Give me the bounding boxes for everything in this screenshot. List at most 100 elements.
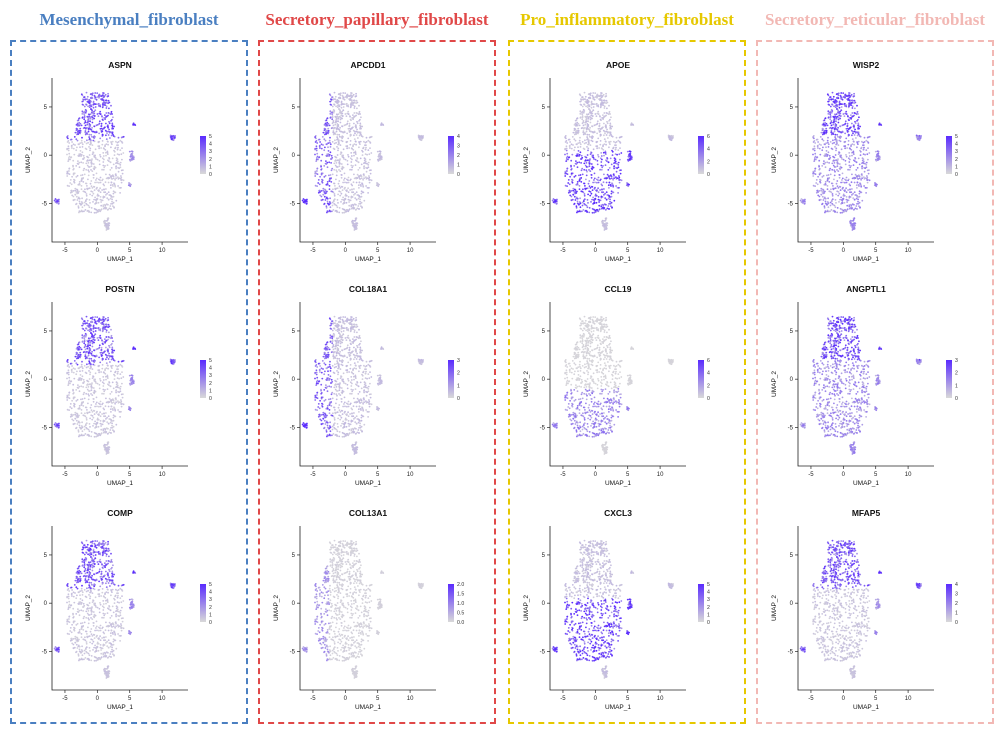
cell-point <box>87 329 89 332</box>
cell-point <box>74 193 77 196</box>
cell-point <box>54 646 57 648</box>
gene-title: COMP <box>107 508 133 518</box>
cell-point <box>112 358 114 360</box>
cell-point <box>129 384 132 386</box>
cell-point <box>86 155 88 158</box>
y-axis-label: UMAP_2 <box>25 147 32 173</box>
cell-point <box>90 576 93 579</box>
cell-point <box>339 153 342 155</box>
cell-point <box>88 113 91 116</box>
cell-point <box>328 188 331 191</box>
cell-point <box>339 411 342 413</box>
cell-point <box>96 561 99 563</box>
cell-point <box>354 416 356 419</box>
cell-point <box>67 597 70 600</box>
cell-point <box>348 201 350 203</box>
cell-point <box>96 540 99 542</box>
cell-point <box>86 139 88 142</box>
cell-point <box>72 159 75 162</box>
cell-point <box>346 336 349 339</box>
cell-point <box>95 625 98 628</box>
cell-point <box>105 358 107 361</box>
cell-point <box>329 151 332 154</box>
cell-point <box>131 380 134 383</box>
cell-point <box>96 209 99 212</box>
cell-point <box>128 374 131 377</box>
color-bar-tick-label: 5 <box>209 582 212 588</box>
cell-point <box>113 631 116 633</box>
cell-point <box>70 586 73 589</box>
cell-point <box>80 385 83 388</box>
cell-point <box>108 384 110 386</box>
cell-point <box>115 364 117 367</box>
cell-point <box>340 176 343 179</box>
cell-point <box>80 124 83 127</box>
cell-point <box>95 620 98 623</box>
cell-point <box>346 317 349 320</box>
x-tick-label: 0 <box>96 248 100 254</box>
cell-point <box>83 201 86 204</box>
cell-point <box>336 127 339 130</box>
cell-point <box>107 92 109 95</box>
gene-title: ASPN <box>108 60 132 70</box>
cell-point <box>88 383 91 386</box>
cell-point <box>112 611 115 614</box>
cell-point <box>353 331 356 333</box>
cell-point <box>89 128 92 131</box>
cell-point <box>85 546 87 548</box>
cell-point <box>337 125 340 127</box>
cell-point <box>67 160 70 162</box>
cell-point <box>365 146 367 149</box>
cell-point <box>107 547 110 550</box>
cell-point <box>352 405 355 408</box>
cell-point <box>352 181 355 184</box>
cell-point <box>94 372 97 375</box>
cell-point <box>82 617 85 620</box>
cell-point <box>107 656 109 659</box>
cell-point <box>93 211 96 214</box>
cell-point <box>94 554 97 556</box>
cell-point <box>104 655 107 658</box>
cell-point <box>102 609 105 611</box>
cell-point <box>331 190 334 193</box>
cell-point <box>328 203 331 206</box>
cell-point <box>92 363 95 366</box>
cell-point <box>91 187 94 189</box>
cell-point <box>67 382 70 385</box>
cell-point <box>109 169 112 171</box>
cell-point <box>86 607 89 610</box>
cell-point <box>103 351 105 354</box>
cell-point <box>90 611 93 613</box>
cell-point <box>331 118 334 121</box>
color-bar-tick-label: 3 <box>209 373 212 379</box>
cell-point <box>105 553 108 556</box>
cell-point <box>357 355 359 357</box>
cell-point <box>111 125 114 128</box>
cell-point <box>101 94 104 96</box>
cell-point <box>354 421 357 423</box>
cell-point <box>77 581 79 584</box>
cell-point <box>360 429 362 431</box>
cell-point <box>120 601 123 604</box>
cell-point <box>102 376 105 378</box>
cell-point <box>368 399 370 401</box>
cell-point <box>85 132 88 135</box>
cell-point <box>347 187 349 190</box>
cell-point <box>128 182 130 184</box>
cell-point <box>314 141 317 143</box>
cell-point <box>106 377 109 380</box>
cell-point <box>117 409 119 411</box>
cell-point <box>90 335 93 338</box>
cell-point <box>94 644 96 647</box>
cell-point <box>73 377 76 380</box>
cell-point <box>78 569 81 572</box>
cell-point <box>349 339 351 342</box>
cell-point <box>346 132 348 135</box>
cell-point <box>72 612 74 615</box>
cell-point <box>352 203 354 206</box>
cell-point <box>87 354 90 357</box>
cell-point <box>99 110 102 113</box>
cell-point <box>99 575 102 578</box>
cell-point <box>69 158 71 161</box>
cell-point <box>84 567 87 570</box>
